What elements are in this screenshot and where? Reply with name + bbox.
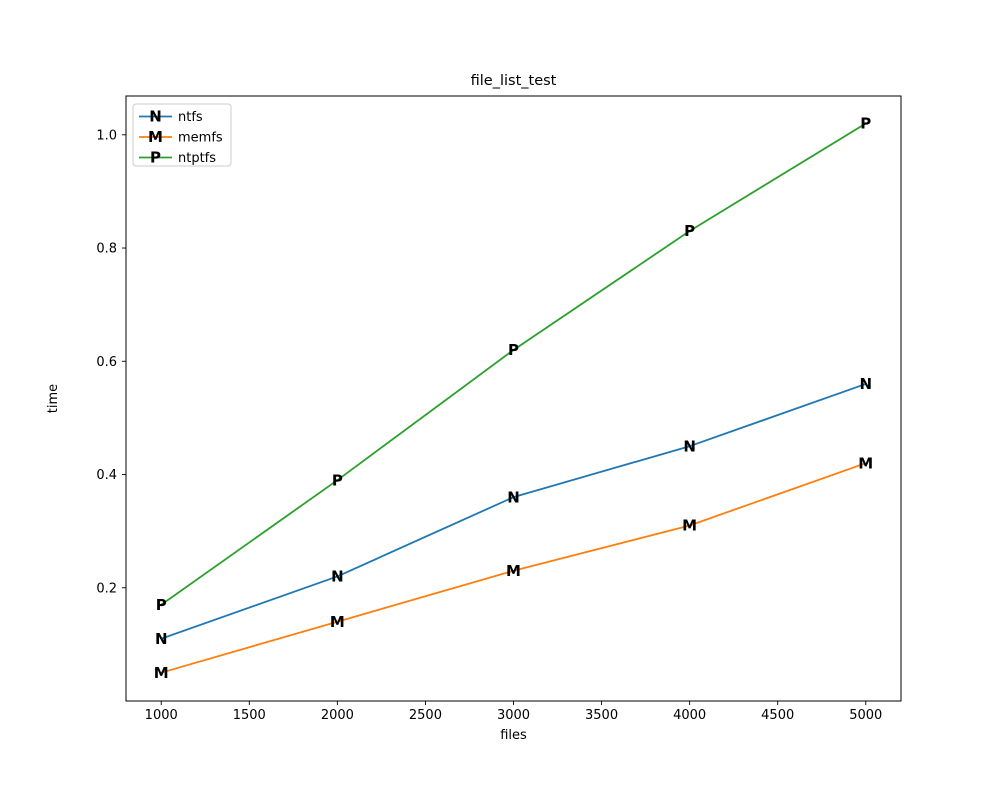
marker-P-ntptfs: P (860, 115, 871, 133)
x-tick-label: 2500 (409, 708, 442, 723)
marker-N-ntfs: N (859, 375, 872, 393)
marker-P-ntptfs: P (508, 341, 519, 359)
marker-N-ntfs: N (683, 437, 696, 455)
marker-M-memfs: M (506, 562, 521, 580)
x-tick-label: 4500 (761, 708, 794, 723)
marker-P-ntptfs: P (156, 596, 167, 614)
x-tick-label: 3500 (585, 708, 618, 723)
x-tick-label: 5000 (849, 708, 882, 723)
x-axis-label: files (500, 728, 527, 743)
legend-marker-M: M (148, 128, 163, 146)
y-tick-label: 0.6 (96, 355, 117, 370)
x-tick-label: 2000 (321, 708, 354, 723)
marker-P-ntptfs: P (332, 471, 343, 489)
marker-P-ntptfs: P (684, 222, 695, 240)
marker-N-ntfs: N (155, 630, 168, 648)
y-tick-label: 1.0 (96, 128, 117, 143)
marker-N-ntfs: N (507, 488, 520, 506)
legend-box (132, 103, 232, 167)
legend-marker-N: N (149, 108, 162, 126)
series-line-ntptfs (160, 122, 867, 606)
series-line-memfs (160, 462, 867, 674)
legend-label-memfs: memfs (178, 131, 223, 146)
marker-M-memfs: M (858, 454, 873, 472)
marker-M-memfs: M (682, 517, 697, 535)
x-tick-label: 1500 (233, 708, 266, 723)
legend-marker-P: P (150, 149, 161, 167)
marker-N-ntfs: N (331, 568, 344, 586)
marker-M-memfs: M (154, 664, 169, 682)
chart-title: file_list_test (471, 73, 557, 89)
y-tick-label: 0.8 (96, 242, 117, 257)
y-axis-label: time (46, 384, 61, 413)
y-tick-label: 0.4 (96, 468, 117, 483)
x-tick-label: 3000 (497, 708, 530, 723)
legend-label-ntptfs: ntptfs (178, 151, 216, 166)
legend-label-ntfs: ntfs (178, 110, 203, 125)
y-tick-label: 0.2 (96, 581, 117, 596)
x-tick-label: 4000 (673, 708, 706, 723)
x-tick-label: 1000 (145, 708, 178, 723)
marker-M-memfs: M (330, 613, 345, 631)
axes-layer: 1000 1500 2000 2500 3000 3500 4000 4500 5000 0.2 0… (96, 95, 902, 723)
series-line-ntfs (160, 383, 867, 640)
